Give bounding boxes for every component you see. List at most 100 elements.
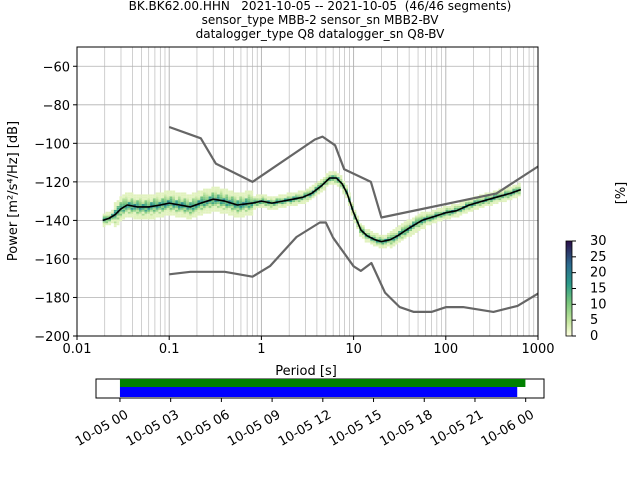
density-cell — [386, 244, 390, 247]
density-cell — [517, 194, 521, 197]
density-cell — [197, 204, 201, 206]
density-cell — [186, 196, 190, 199]
density-cell — [208, 209, 212, 212]
density-cell — [431, 217, 435, 220]
density-cell — [152, 213, 156, 216]
density-cell — [108, 213, 112, 216]
density-cell — [180, 215, 184, 218]
density-cell — [267, 200, 270, 203]
density-cell — [191, 213, 195, 216]
density-cell — [183, 204, 187, 206]
density-cell — [275, 204, 279, 206]
density-cell — [194, 200, 198, 203]
density-cell — [136, 198, 139, 201]
density-cell — [281, 204, 284, 206]
density-cell — [175, 198, 178, 201]
density-cell — [186, 217, 190, 220]
density-cell — [439, 215, 443, 218]
density-cell — [495, 198, 499, 201]
density-cell — [247, 205, 251, 208]
density-cell — [233, 205, 237, 208]
density-cell — [473, 207, 477, 210]
density-cell — [434, 219, 438, 222]
density-cell — [200, 205, 204, 208]
density-cell — [225, 202, 229, 205]
density-cell — [370, 238, 374, 241]
density-cell — [183, 194, 187, 197]
density-cell — [194, 196, 198, 199]
density-cell — [314, 182, 318, 185]
density-cell — [250, 213, 254, 216]
density-cell — [398, 229, 401, 231]
density-cell — [437, 215, 440, 218]
density-cell — [487, 202, 491, 205]
density-cell — [211, 204, 215, 206]
density-cell — [320, 186, 323, 189]
density-cell — [311, 192, 315, 195]
density-cell — [194, 198, 198, 201]
density-cell — [144, 196, 148, 199]
density-cell — [228, 196, 231, 199]
density-cell — [172, 209, 176, 212]
density-cell — [456, 213, 460, 216]
density-cell — [180, 213, 184, 216]
density-cell — [311, 184, 315, 187]
density-cell — [141, 215, 145, 218]
density-cell — [219, 194, 223, 197]
density-cell — [186, 200, 190, 203]
density-cell — [155, 192, 159, 195]
density-cell — [119, 213, 123, 216]
density-cell — [275, 205, 279, 208]
density-cell — [308, 188, 312, 191]
density-cell — [147, 200, 151, 203]
density-cell — [152, 198, 156, 201]
density-cell — [498, 192, 502, 195]
density-cell — [166, 194, 170, 197]
density-cell — [236, 196, 240, 199]
density-cell — [239, 211, 243, 214]
colorbar — [565, 240, 573, 337]
density-cell — [331, 178, 335, 181]
density-cell — [189, 217, 192, 220]
density-cell — [409, 225, 413, 228]
density-cell — [400, 232, 404, 235]
density-cell — [247, 192, 251, 195]
density-cell — [389, 236, 393, 239]
noise-models — [102, 125, 538, 313]
density-cell — [203, 190, 206, 193]
density-cell — [314, 190, 318, 193]
density-cell — [244, 198, 248, 201]
density-cell — [378, 242, 382, 245]
density-cell — [425, 213, 429, 216]
density-cell — [487, 200, 491, 203]
density-cell — [269, 207, 273, 210]
density-cell — [244, 211, 248, 214]
density-cell — [225, 209, 229, 212]
density-cell — [141, 217, 145, 220]
density-cell — [384, 234, 387, 237]
density-cell — [180, 205, 184, 208]
timeline-tick-label: 10-06 00 — [479, 407, 537, 449]
density-cell — [398, 238, 401, 241]
density-cell — [289, 200, 293, 203]
density-cell — [350, 211, 354, 214]
density-cell — [345, 184, 348, 187]
density-cell — [119, 215, 123, 218]
density-cell — [219, 211, 223, 214]
density-cell — [439, 211, 443, 214]
density-cell — [465, 202, 468, 205]
density-cell — [342, 192, 346, 195]
density-cell — [350, 204, 354, 206]
density-cell — [345, 188, 348, 191]
density-cell — [451, 207, 454, 210]
density-cell — [119, 198, 123, 201]
density-cell — [124, 200, 128, 203]
density-cell — [244, 194, 248, 197]
density-cell — [322, 184, 326, 187]
density-cell — [152, 211, 156, 214]
density-cell — [269, 200, 273, 203]
density-cell — [211, 188, 215, 191]
density-cell — [208, 194, 212, 197]
density-cell — [124, 205, 128, 208]
density-cell — [175, 211, 178, 214]
